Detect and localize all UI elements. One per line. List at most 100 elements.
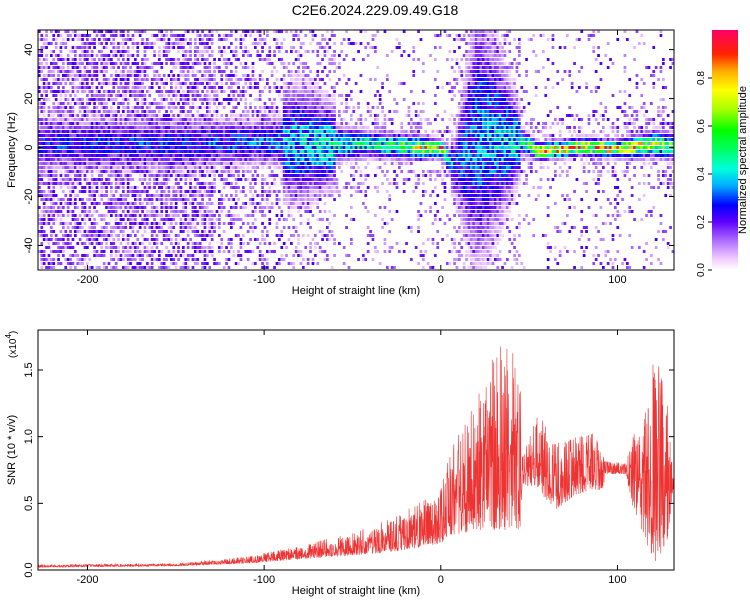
heatmap-cell bbox=[52, 210, 56, 213]
heatmap-cell bbox=[246, 86, 250, 89]
heatmap-cell bbox=[316, 102, 320, 105]
heatmap-cell bbox=[292, 94, 296, 97]
heatmap-cell bbox=[74, 50, 77, 53]
heatmap-cell bbox=[38, 170, 41, 173]
heatmap-cell bbox=[227, 98, 231, 101]
heatmap-cell bbox=[160, 202, 164, 205]
heatmap-cell bbox=[309, 106, 312, 109]
heatmap-cell bbox=[93, 106, 96, 109]
heatmap-cell bbox=[119, 186, 123, 189]
heatmap-cell bbox=[174, 190, 178, 193]
heatmap-cell bbox=[83, 74, 87, 77]
heatmap-cell bbox=[275, 38, 279, 41]
heatmap-cell bbox=[141, 210, 144, 213]
heatmap-cell bbox=[40, 166, 44, 169]
heatmap-cell bbox=[126, 110, 130, 113]
heatmap-cell bbox=[278, 262, 281, 265]
heatmap-cell bbox=[268, 206, 272, 209]
heatmap-cell bbox=[208, 74, 212, 77]
heatmap-cell bbox=[119, 130, 123, 133]
heatmap-cell bbox=[258, 210, 262, 213]
heatmap-cell bbox=[153, 34, 156, 37]
heatmap-cell bbox=[134, 166, 137, 169]
heatmap-cell bbox=[208, 186, 212, 189]
heatmap-cell bbox=[309, 226, 312, 229]
heatmap-cell bbox=[314, 150, 317, 153]
heatmap-cell bbox=[45, 82, 48, 85]
heatmap-cell bbox=[306, 110, 310, 113]
heatmap-cell bbox=[282, 98, 286, 101]
heatmap-cell bbox=[311, 166, 315, 169]
heatmap-cell bbox=[83, 266, 87, 269]
heatmap-cell bbox=[239, 34, 243, 37]
heatmap-cell bbox=[160, 38, 164, 41]
heatmap-cell bbox=[227, 58, 231, 61]
heatmap-cell bbox=[198, 54, 202, 57]
heatmap-cell bbox=[122, 78, 125, 81]
heatmap-cell bbox=[191, 170, 195, 173]
heatmap-cell bbox=[143, 70, 147, 73]
heatmap-cell bbox=[122, 122, 125, 125]
heatmap-cell bbox=[318, 158, 322, 161]
heatmap-cell bbox=[52, 250, 56, 253]
heatmap-cell bbox=[275, 154, 279, 157]
heatmap-cell bbox=[196, 230, 200, 233]
heatmap-cell bbox=[237, 78, 240, 81]
heatmap-cell bbox=[206, 102, 209, 105]
heatmap-cell bbox=[232, 82, 236, 85]
heatmap-cell bbox=[232, 254, 236, 257]
heatmap-cell bbox=[122, 114, 125, 117]
heatmap-cell bbox=[122, 98, 125, 101]
heatmap-cell bbox=[148, 170, 152, 173]
heatmap-cell bbox=[215, 114, 219, 117]
heatmap-cell bbox=[98, 138, 101, 141]
heatmap-cell bbox=[114, 146, 118, 149]
heatmap-cell bbox=[273, 178, 276, 181]
heatmap-cell bbox=[71, 86, 75, 89]
heatmap-cell bbox=[57, 214, 60, 217]
heatmap-cell bbox=[141, 82, 144, 85]
heatmap-cell bbox=[47, 170, 51, 173]
heatmap-cell bbox=[134, 146, 137, 149]
heatmap-cell bbox=[155, 138, 159, 141]
heatmap-cell bbox=[249, 138, 252, 141]
heatmap-cell bbox=[165, 214, 168, 217]
heatmap-cell bbox=[196, 234, 200, 237]
heatmap-cell bbox=[71, 214, 75, 217]
heatmap-cell bbox=[102, 138, 106, 141]
heatmap-cell bbox=[237, 58, 240, 61]
heatmap-cell bbox=[141, 182, 144, 185]
heatmap-cell bbox=[126, 90, 130, 93]
heatmap-cell bbox=[78, 126, 82, 129]
heatmap-cell bbox=[40, 190, 44, 193]
heatmap-cell bbox=[112, 134, 116, 137]
heatmap-cell bbox=[170, 102, 173, 105]
heatmap-cell bbox=[114, 206, 118, 209]
heatmap-cell bbox=[230, 218, 233, 221]
heatmap-cell bbox=[105, 214, 108, 217]
heatmap-cell bbox=[328, 146, 332, 149]
heatmap-cell bbox=[81, 162, 84, 165]
heatmap-cell bbox=[59, 158, 63, 161]
heatmap-cell bbox=[270, 138, 274, 141]
heatmap-cell bbox=[136, 126, 140, 129]
heatmap-cell bbox=[59, 170, 63, 173]
heatmap-cell bbox=[318, 182, 322, 185]
heatmap-cell bbox=[258, 154, 262, 157]
heatmap-cell bbox=[323, 194, 327, 197]
heatmap-cell bbox=[165, 186, 168, 189]
heatmap-cell bbox=[78, 106, 82, 109]
heatmap-cell bbox=[280, 78, 284, 81]
heatmap-cell bbox=[170, 186, 173, 189]
heatmap-cell bbox=[314, 122, 317, 125]
heatmap-cell bbox=[47, 98, 51, 101]
heatmap-cell bbox=[124, 118, 128, 121]
heatmap-cell bbox=[131, 118, 135, 121]
heatmap-cell bbox=[285, 102, 288, 105]
heatmap-cell bbox=[131, 110, 135, 113]
heatmap-cell bbox=[124, 158, 128, 161]
heatmap-cell bbox=[138, 150, 142, 153]
heatmap-cell bbox=[134, 98, 137, 101]
heatmap-cell bbox=[81, 242, 84, 245]
heatmap-cell bbox=[131, 186, 135, 189]
